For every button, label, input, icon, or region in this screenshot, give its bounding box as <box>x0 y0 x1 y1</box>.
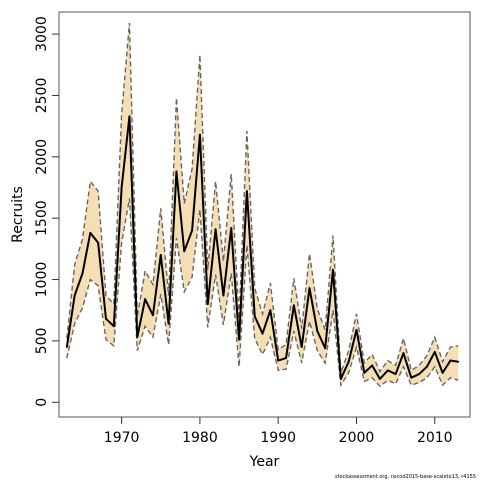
x-tick-label: 2010 <box>417 430 453 446</box>
plot-frame <box>58 11 471 418</box>
estimate-point <box>261 332 264 335</box>
estimate-point <box>222 294 225 297</box>
estimate-point <box>339 378 342 380</box>
estimate-point <box>324 347 327 350</box>
confidence-limit-layer <box>66 22 459 388</box>
lower-bound-line <box>66 198 459 388</box>
estimate-point <box>394 373 397 375</box>
estimate-point <box>128 115 131 118</box>
y-axis-title: Recruits <box>10 186 26 243</box>
estimate-point <box>347 360 350 363</box>
estimate-point <box>89 232 92 234</box>
estimate-point <box>433 351 436 353</box>
y-tick-label: 1000 <box>34 262 50 298</box>
estimate-point <box>300 346 303 348</box>
estimate-point <box>230 227 233 229</box>
estimate-point <box>379 378 381 380</box>
estimate-point <box>308 287 311 290</box>
estimate-point <box>402 352 405 355</box>
estimate-point <box>65 346 68 348</box>
estimate-point <box>269 309 272 312</box>
x-tick-label: 1970 <box>104 430 140 446</box>
estimate-point <box>316 330 319 332</box>
estimate-point <box>199 133 201 136</box>
estimate-point <box>410 376 413 379</box>
estimate-point <box>175 170 178 173</box>
estimate-point <box>97 241 100 244</box>
estimate-point <box>167 322 170 325</box>
estimate-point <box>214 228 217 231</box>
estimate-point <box>285 357 287 359</box>
estimate-point <box>152 314 154 317</box>
estimate-point <box>277 359 280 362</box>
y-axis: 0 500 1000 1500 2000 2500 3000 <box>34 16 59 407</box>
x-tick-label: 2000 <box>339 430 375 446</box>
y-tick-label: 3000 <box>34 16 50 52</box>
y-tick-label: 2500 <box>34 78 50 114</box>
estimate-point <box>386 369 389 372</box>
estimate-point <box>105 317 107 320</box>
estimate-point <box>371 364 374 367</box>
estimate-point <box>426 365 428 368</box>
upper-bound-line <box>66 22 459 374</box>
estimate-point <box>253 315 256 318</box>
estimate-point <box>73 294 76 297</box>
estimate-point <box>206 303 209 305</box>
estimate-point <box>449 359 452 362</box>
estimate-point <box>457 360 460 363</box>
estimate-point <box>183 250 186 253</box>
y-tick-label: 500 <box>34 328 50 355</box>
estimate-point <box>144 298 147 301</box>
estimate-point <box>355 328 358 331</box>
estimate-point <box>112 325 115 328</box>
x-axis: 1970 1980 1990 2000 2010 <box>104 417 453 446</box>
estimate-point <box>191 229 193 232</box>
estimate-point <box>120 186 123 189</box>
estimate-point <box>292 304 295 307</box>
estimate-point <box>441 371 444 374</box>
y-tick-label: 0 <box>34 398 50 407</box>
estimate-point <box>363 371 366 374</box>
footnote: stockassessment.org, nscod2015-base-scal… <box>335 474 476 480</box>
estimate-point <box>159 254 162 256</box>
estimate-point <box>245 190 248 193</box>
x-axis-title: Year <box>249 454 280 470</box>
y-tick-label: 1500 <box>34 200 50 236</box>
x-tick-label: 1980 <box>182 430 218 446</box>
x-tick-label: 1990 <box>260 430 296 446</box>
y-tick-label: 2000 <box>34 139 50 175</box>
estimate-point <box>136 336 139 339</box>
estimate-line-layer <box>65 115 460 380</box>
estimate-point <box>238 338 240 341</box>
estimate-point <box>332 268 334 271</box>
estimate-point <box>418 373 421 375</box>
estimate-point <box>81 272 84 275</box>
